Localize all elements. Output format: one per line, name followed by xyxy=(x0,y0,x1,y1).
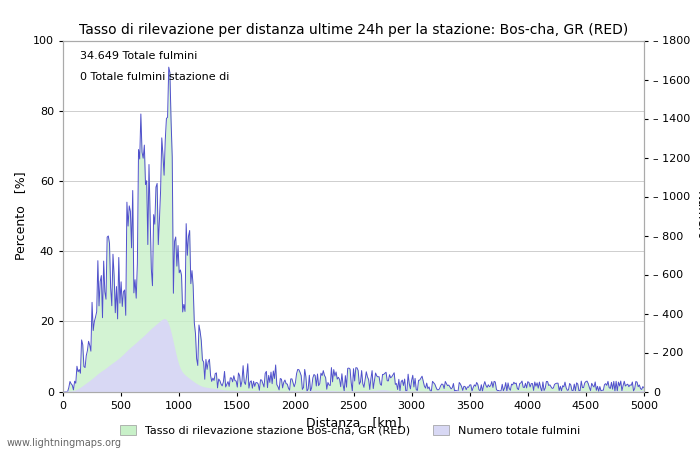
Title: Tasso di rilevazione per distanza ultime 24h per la stazione: Bos-cha, GR (RED): Tasso di rilevazione per distanza ultime… xyxy=(79,22,628,36)
Legend: Tasso di rilevazione stazione Bos-cha, GR (RED), Numero totale fulmini: Tasso di rilevazione stazione Bos-cha, G… xyxy=(116,420,584,440)
Text: 0 Totale fulmini stazione di: 0 Totale fulmini stazione di xyxy=(80,72,230,82)
Y-axis label: Numero: Numero xyxy=(694,191,700,241)
Text: 34.649 Totale fulmini: 34.649 Totale fulmini xyxy=(80,51,198,61)
X-axis label: Distanza   [km]: Distanza [km] xyxy=(306,416,401,429)
Y-axis label: Percento   [%]: Percento [%] xyxy=(15,172,27,260)
Text: www.lightningmaps.org: www.lightningmaps.org xyxy=(7,438,122,448)
